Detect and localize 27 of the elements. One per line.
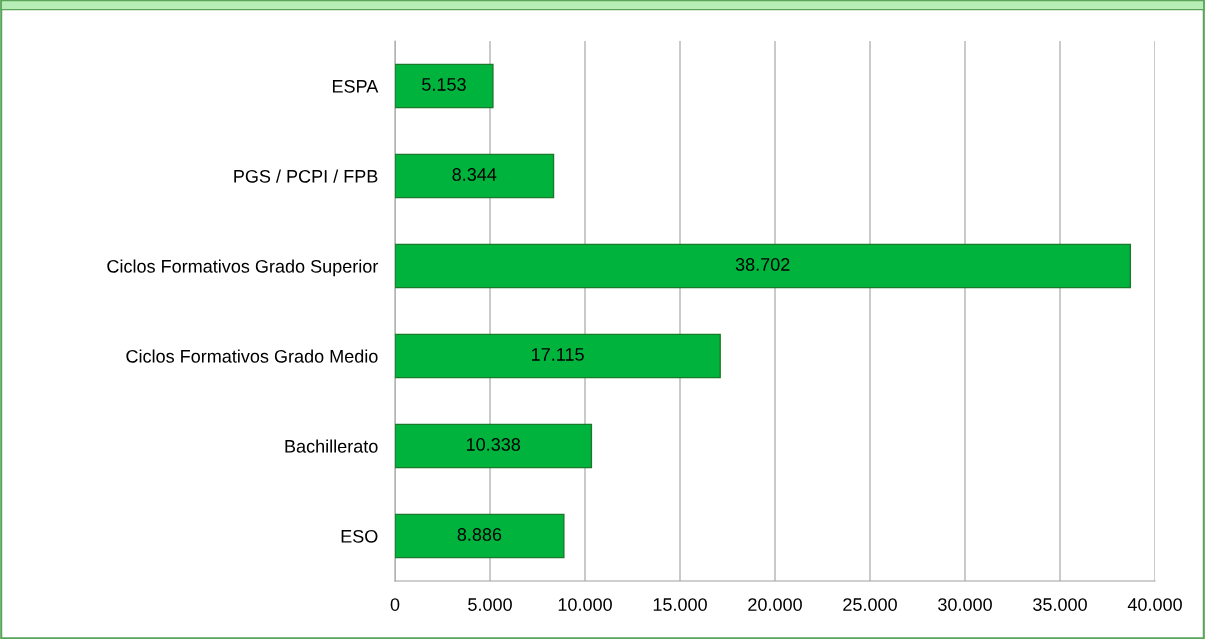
y-tick-label: ESPA [332, 79, 379, 93]
bar [395, 423, 593, 469]
x-tick-label: 10.000 [558, 598, 612, 611]
x-tick-label: 15.000 [653, 598, 707, 611]
x-tick-label: 5.000 [468, 598, 512, 611]
x-tick-label: 20.000 [748, 598, 802, 611]
y-tick-label: PGS / PCPI / FPB [234, 169, 378, 183]
y-tick-label: Ciclos Formativos Grado Medio [126, 349, 378, 363]
x-tick-label: 25.000 [843, 598, 897, 611]
bar [395, 243, 1132, 289]
x-tick-label: 35.000 [1033, 598, 1087, 611]
x-tick-label: 40.000 [1127, 598, 1182, 611]
y-tick-label: Ciclos Formativos Grado Superior [107, 259, 379, 277]
data-label: 5.153 [422, 78, 466, 91]
bar [395, 63, 494, 109]
data-label: 8.886 [457, 528, 502, 541]
x-tick-label: 0 [390, 598, 400, 611]
y-tick-label: Bachillerato [285, 439, 378, 453]
bar [395, 333, 721, 379]
data-label: 17.115 [532, 348, 584, 361]
x-tick-label: 30.000 [938, 598, 992, 611]
data-label: 38.702 [735, 258, 790, 271]
data-label: 10.338 [466, 438, 521, 451]
bar [395, 513, 565, 559]
y-tick-label: ESO [341, 529, 378, 543]
bar [395, 153, 555, 199]
data-label: 8.344 [452, 168, 497, 181]
